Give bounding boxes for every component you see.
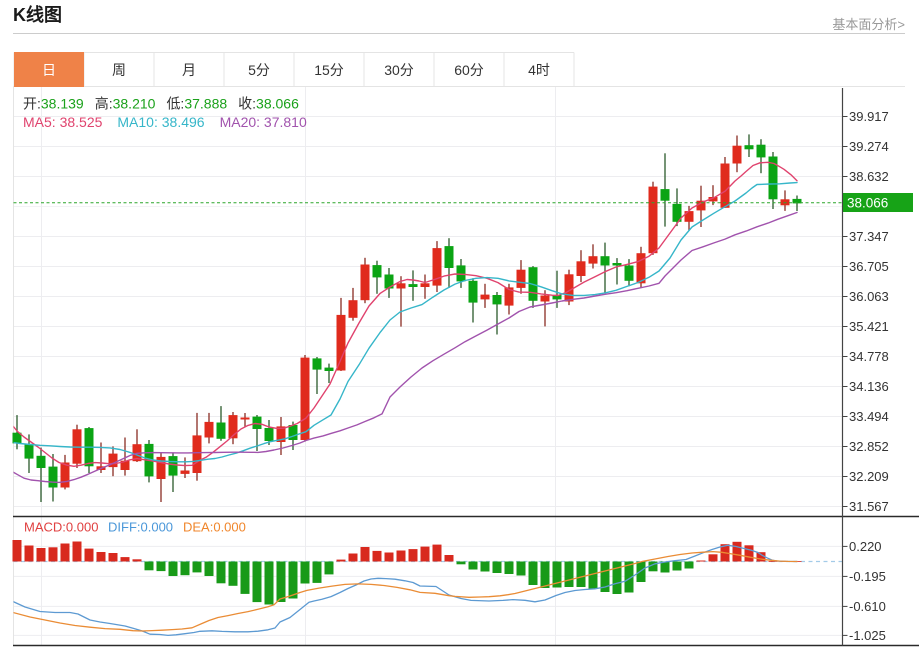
svg-text:15分: 15分: [314, 62, 344, 78]
svg-text:月: 月: [182, 62, 196, 78]
svg-text:38.632: 38.632: [849, 169, 889, 184]
svg-text:基本面分析>: 基本面分析>: [832, 17, 905, 32]
svg-text:34.778: 34.778: [849, 349, 889, 364]
svg-text:0.220: 0.220: [849, 539, 882, 554]
svg-text:36.705: 36.705: [849, 259, 889, 274]
svg-text:-0.195: -0.195: [849, 569, 886, 584]
svg-text:MACD:0.000: MACD:0.000: [24, 520, 98, 535]
svg-text:39.274: 39.274: [849, 139, 889, 154]
svg-text:DIFF:0.000: DIFF:0.000: [108, 520, 173, 535]
svg-text:K线图: K线图: [13, 4, 62, 25]
svg-text:38.066: 38.066: [847, 196, 888, 211]
svg-text:30分: 30分: [384, 62, 414, 78]
svg-text:-0.610: -0.610: [849, 599, 886, 614]
svg-text:5分: 5分: [248, 62, 270, 78]
svg-text:31.567: 31.567: [849, 499, 889, 514]
svg-text:34.136: 34.136: [849, 379, 889, 394]
svg-text:周: 周: [112, 62, 126, 78]
svg-text:37.347: 37.347: [849, 229, 889, 244]
svg-text:39.917: 39.917: [849, 109, 889, 124]
svg-text:DEA:0.000: DEA:0.000: [183, 520, 246, 535]
svg-text:35.421: 35.421: [849, 319, 889, 334]
svg-text:-1.025: -1.025: [849, 628, 886, 643]
svg-text:36.063: 36.063: [849, 289, 889, 304]
svg-text:32.209: 32.209: [849, 469, 889, 484]
svg-text:60分: 60分: [454, 62, 484, 78]
svg-text:32.852: 32.852: [849, 439, 889, 454]
svg-text:4时: 4时: [528, 62, 550, 78]
svg-text:33.494: 33.494: [849, 409, 889, 424]
svg-text:日: 日: [42, 62, 56, 78]
